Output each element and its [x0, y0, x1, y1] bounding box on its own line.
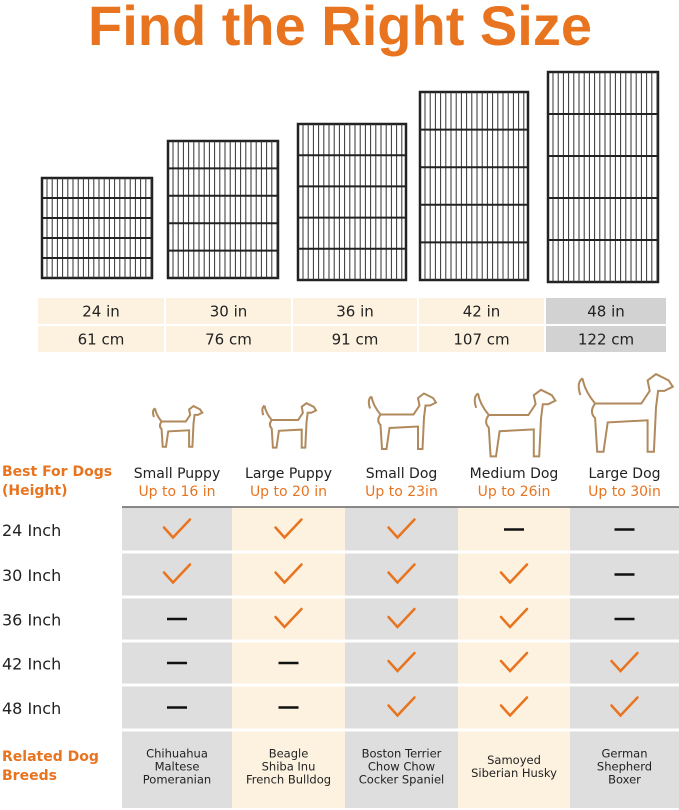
breed-name: Maltese: [155, 760, 200, 774]
breed-name: Chihuahua: [146, 747, 208, 761]
dog-name: Medium Dog: [470, 466, 559, 482]
size-cell: [38, 298, 164, 324]
dog-height: Up to 23in: [365, 484, 438, 500]
breed-name: Boxer: [608, 773, 641, 787]
breed-name: Cocker Spaniel: [359, 773, 445, 787]
pen-frame: [546, 70, 660, 284]
column-bg: [458, 507, 570, 808]
check-mark: [387, 563, 416, 585]
breed-name: Boston Terrier: [362, 747, 442, 761]
dog-name: Large Puppy: [245, 466, 332, 482]
size-label: 91 cm: [332, 331, 379, 349]
check-mark: [499, 563, 529, 585]
dog-name: Small Puppy: [134, 466, 220, 482]
breed-name: Samoyed: [487, 753, 541, 767]
breeds-label: Related Dog: [2, 749, 99, 765]
column-bg: [232, 507, 345, 808]
size-cell: [166, 298, 291, 324]
size-label: 30 in: [210, 303, 248, 321]
size-cell: [419, 326, 544, 352]
pen-frame: [40, 176, 154, 280]
size-label: 36 in: [336, 303, 374, 321]
check-mark: [274, 563, 303, 585]
breed-name: Shepherd: [597, 760, 652, 774]
size-label: 24 in: [82, 303, 120, 321]
dog-height: Up to 26in: [478, 484, 551, 500]
header-label: Best For Dogs: [2, 464, 112, 480]
column-bg: [345, 507, 458, 808]
check-mark: [387, 518, 416, 540]
breed-name: Chow Chow: [368, 760, 435, 774]
check-mark: [387, 607, 416, 629]
size-cell: [293, 326, 417, 352]
dog-icon: [152, 404, 204, 448]
check-mark: [387, 696, 416, 718]
breed-name: Pomeranian: [143, 773, 211, 787]
row-label: 24 Inch: [2, 521, 61, 540]
check-mark: [387, 651, 416, 673]
header-label: (Height): [2, 483, 68, 499]
size-cell: [546, 326, 666, 352]
pen-frame: [166, 139, 280, 280]
dog-name: Small Dog: [366, 466, 438, 482]
column-bg: [570, 507, 679, 808]
check-mark: [499, 696, 529, 718]
row-label: 48 Inch: [2, 699, 61, 718]
dog-icon: [261, 402, 318, 449]
dog-height: Up to 30in: [588, 484, 661, 500]
breed-name: German: [601, 747, 647, 761]
breed-name: Siberian Husky: [471, 766, 557, 780]
size-label: 107 cm: [453, 331, 509, 349]
size-cell: [419, 298, 544, 324]
row-label: 42 Inch: [2, 655, 61, 674]
row-label: 36 Inch: [2, 611, 61, 630]
breed-name: Beagle: [269, 747, 309, 761]
row-label: 30 Inch: [2, 566, 61, 585]
size-label: 42 in: [463, 303, 501, 321]
check-mark: [610, 651, 639, 673]
size-cell: [38, 326, 164, 352]
check-mark: [499, 651, 529, 673]
check-mark: [162, 518, 192, 540]
title: Find the Right Size: [88, 0, 592, 57]
breeds-label: Breeds: [2, 768, 57, 784]
dog-height: Up to 20 in: [250, 484, 327, 500]
dog-icon: [577, 372, 675, 453]
pen-frame: [418, 90, 530, 282]
check-mark: [274, 607, 303, 629]
dog-icon: [473, 388, 557, 458]
size-cell: [293, 298, 417, 324]
size-label: 48 in: [587, 303, 625, 321]
breed-name: French Bulldog: [246, 773, 331, 787]
check-mark: [610, 696, 639, 718]
size-cell: [166, 326, 291, 352]
check-mark: [499, 607, 529, 629]
size-label: 61 cm: [78, 331, 125, 349]
column-bg: [122, 507, 232, 808]
pen-frame: [296, 122, 408, 282]
check-mark: [162, 563, 192, 585]
size-cell: [546, 298, 666, 324]
dog-name: Large Dog: [588, 466, 660, 482]
size-label: 76 cm: [205, 331, 252, 349]
dog-height: Up to 16 in: [138, 484, 215, 500]
check-mark: [274, 518, 303, 540]
size-label: 122 cm: [578, 331, 634, 349]
breed-name: Shiba Inu: [262, 760, 316, 774]
dog-icon: [367, 392, 438, 451]
